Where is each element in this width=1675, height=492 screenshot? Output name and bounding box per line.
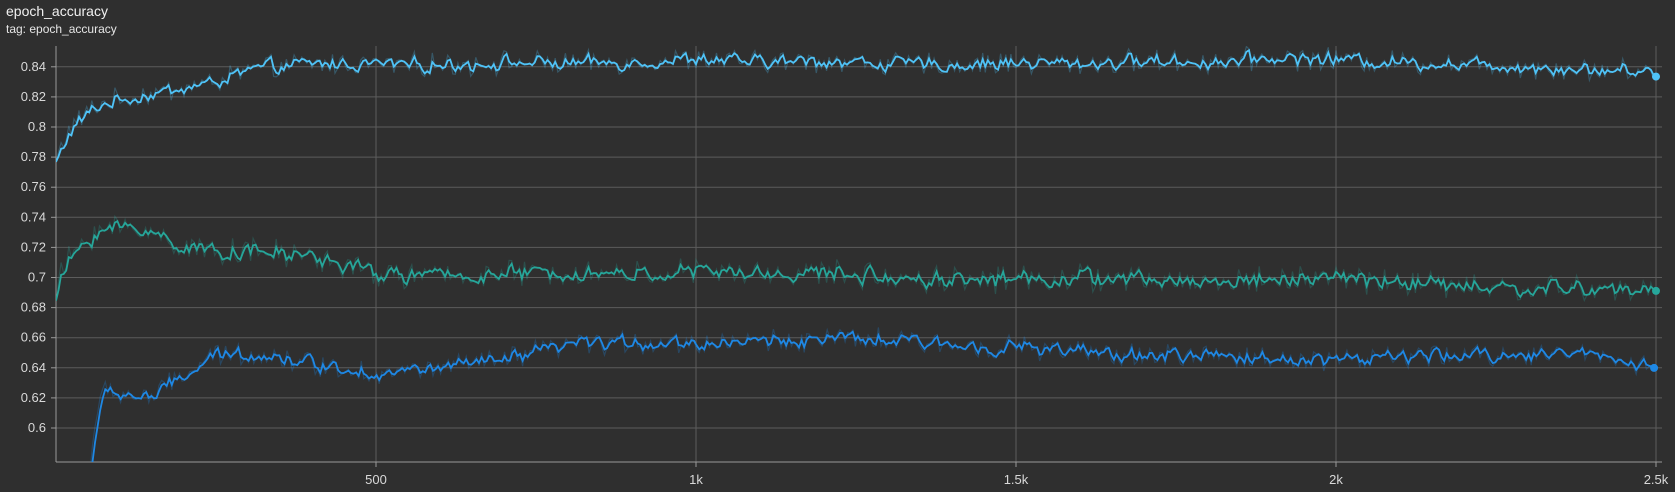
y-tick-label: 0.68 xyxy=(21,300,46,315)
chart-title: epoch_accuracy xyxy=(6,3,108,19)
x-tick-label: 2.5k xyxy=(1644,472,1669,487)
y-tick-label: 0.66 xyxy=(21,330,46,345)
series-smoothed-line[interactable] xyxy=(56,48,1657,163)
y-tick-label: 0.72 xyxy=(21,239,46,254)
y-tick-label: 0.74 xyxy=(21,209,46,224)
y-tick-label: 0.64 xyxy=(21,360,46,375)
y-tick-label: 0.8 xyxy=(28,119,46,134)
axis-layer xyxy=(51,46,1662,467)
series-end-marker[interactable] xyxy=(1652,72,1660,81)
series-end-marker[interactable] xyxy=(1650,363,1659,372)
grid-layer xyxy=(56,46,1662,462)
series-smoothed-line[interactable] xyxy=(85,330,1655,492)
series-end-marker[interactable] xyxy=(1652,286,1660,295)
x-tick-label: 1k xyxy=(689,472,703,487)
series-layer xyxy=(56,46,1660,492)
y-tick-label: 0.76 xyxy=(21,179,46,194)
x-tick-label: 1.5k xyxy=(1004,472,1029,487)
y-tick-label: 0.82 xyxy=(21,89,46,104)
series-smoothed-line[interactable] xyxy=(56,219,1657,301)
y-tick-label: 0.62 xyxy=(21,390,46,405)
y-tick-label: 0.7 xyxy=(28,270,46,285)
x-tick-label: 500 xyxy=(365,472,387,487)
tick-label-layer: 0.6 0.62 0.64 0.66 0.68 0.7 0.72 0.74 0.76 0.78 0.… xyxy=(21,59,1669,487)
y-tick-label: 0.78 xyxy=(21,149,46,164)
chart-tag-subtitle: tag: epoch_accuracy xyxy=(6,22,117,36)
x-tick-label: 2k xyxy=(1329,472,1343,487)
y-tick-label: 0.84 xyxy=(21,59,46,74)
y-tick-label: 0.6 xyxy=(28,420,46,435)
